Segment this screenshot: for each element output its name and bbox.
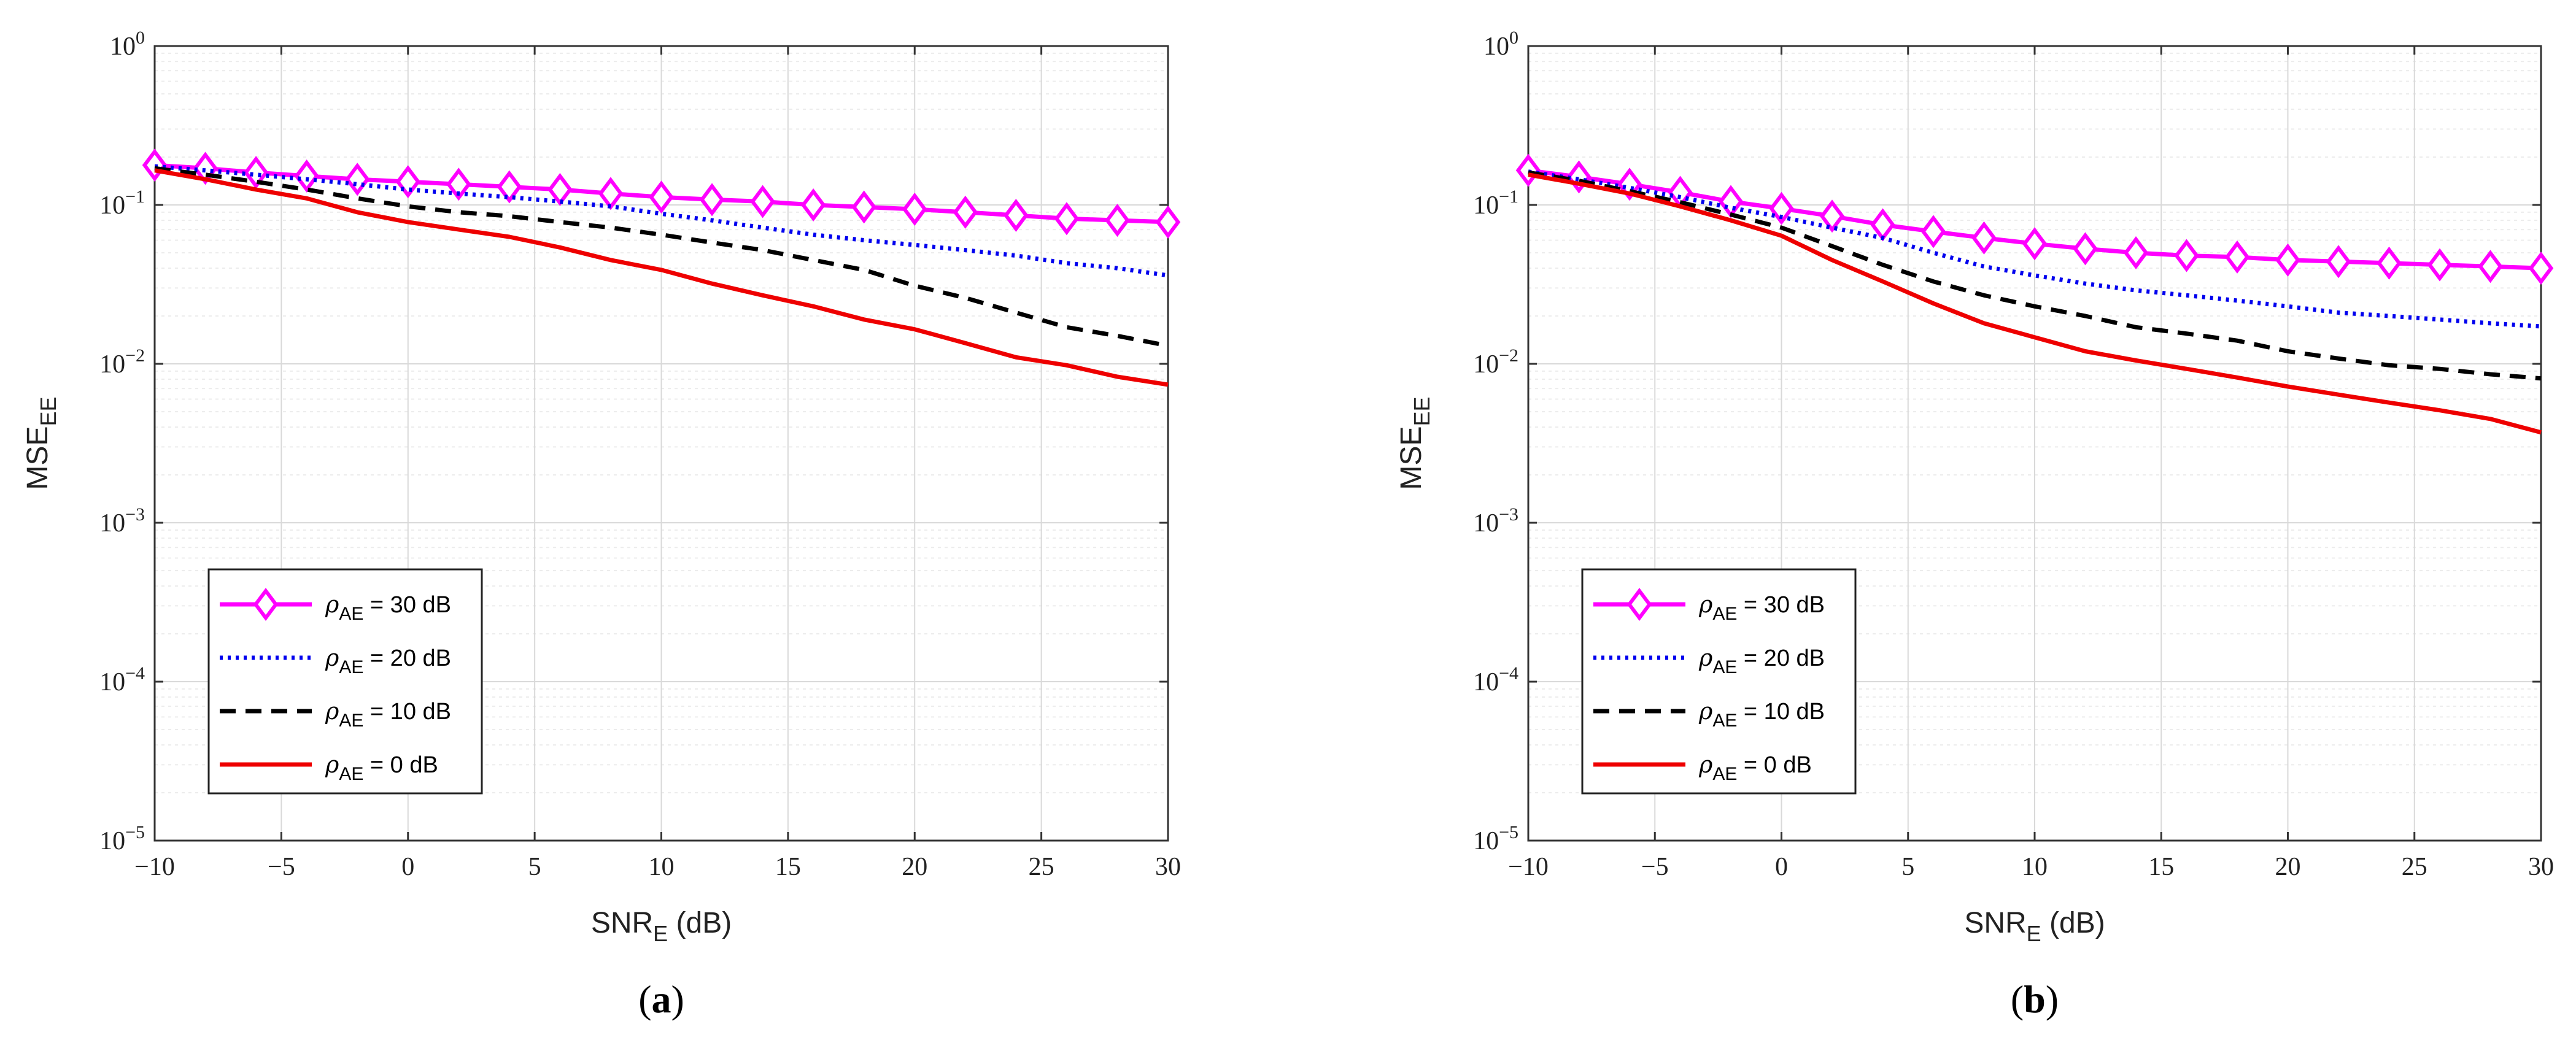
- legend-label-rho10: ρAE = 10 dB: [325, 698, 451, 731]
- data-point-diamond: [902, 192, 927, 226]
- x-tick-label: −10: [1508, 853, 1549, 881]
- data-point-diamond: [2224, 240, 2250, 274]
- panel-caption: (a): [638, 977, 684, 1021]
- y-tick-label: 10−5: [1473, 822, 1518, 855]
- x-tick-label: 20: [902, 853, 927, 881]
- data-point-diamond: [1971, 221, 1997, 255]
- legend-label-rho10: ρAE = 10 dB: [1698, 698, 1825, 731]
- x-tick-label: −5: [268, 853, 295, 881]
- chart-panel-a: −10 −5 0 5 10 15 20 25 30 10−5 10−4 10−3 10−2 10−1 100…: [21, 28, 1181, 1021]
- data-point-diamond: [953, 195, 978, 229]
- y-axis-label: MSEEE: [21, 396, 61, 490]
- x-tick-label: 5: [1901, 853, 1914, 881]
- series-line-rho10: [1528, 170, 2542, 381]
- data-point-diamond: [243, 156, 269, 190]
- legend: ρAE = 30 dB ρAE = 20 dB ρAE = 10 dB ρAE = 0…: [207, 568, 483, 795]
- data-point-diamond: [699, 183, 725, 217]
- x-axis-label: SNRE (dB): [1964, 907, 2105, 946]
- x-tick-label: 15: [2148, 853, 2174, 881]
- y-tick-label: 10−4: [1473, 663, 1518, 696]
- legend-label-rho20: ρAE = 20 dB: [325, 644, 451, 677]
- legend-box: [207, 568, 483, 795]
- data-point-diamond: [446, 168, 471, 201]
- legend-label-rho20: ρAE = 20 dB: [1698, 644, 1825, 677]
- series-rho0: [154, 168, 1169, 387]
- y-tick-label: 10−1: [1473, 187, 1518, 220]
- data-point-diamond: [2123, 236, 2149, 269]
- legend-marker-diamond: [1626, 588, 1652, 621]
- series-line-rho20: [154, 164, 1169, 278]
- series-rho10: [154, 166, 1169, 348]
- x-tick-label: 15: [775, 853, 801, 881]
- y-tick-label: 10−1: [99, 187, 145, 220]
- data-point-diamond: [1105, 204, 1130, 237]
- x-tick-label: 25: [2402, 853, 2427, 881]
- data-point-diamond: [851, 190, 876, 224]
- legend-label-rho0: ρAE = 0 dB: [325, 751, 438, 784]
- data-point-diamond: [2528, 252, 2554, 285]
- x-tick-label: 5: [528, 853, 541, 881]
- data-point-diamond: [1155, 205, 1181, 239]
- series-rho30: [1515, 153, 2554, 285]
- y-tick-label: 100: [1483, 28, 1518, 61]
- x-tick-label: 10: [2022, 853, 2048, 881]
- data-point-diamond: [497, 170, 522, 204]
- x-tick-label: 0: [401, 853, 414, 881]
- series-rho10: [1528, 170, 2542, 381]
- legend: ρAE = 30 dB ρAE = 20 dB ρAE = 10 dB ρAE = 0…: [1581, 568, 1857, 795]
- data-point-diamond: [2478, 250, 2503, 283]
- data-point-diamond: [800, 188, 826, 221]
- legend-label-rho30: ρAE = 30 dB: [1698, 591, 1825, 624]
- data-point-diamond: [649, 180, 674, 214]
- data-point-diamond: [294, 159, 319, 193]
- data-point-diamond: [2427, 248, 2453, 282]
- chart-panel-b: −10 −5 0 5 10 15 20 25 30 10−5 10−4 10−3 10−2 10−1 100…: [1395, 28, 2554, 1021]
- data-point-diamond: [1054, 202, 1080, 236]
- y-tick-label: 10−3: [99, 504, 145, 537]
- y-tick-label: 10−3: [1473, 504, 1518, 537]
- x-tick-label: −10: [134, 853, 175, 881]
- series-rho20: [154, 164, 1169, 278]
- x-tick-label: 25: [1029, 853, 1054, 881]
- legend-label-rho0: ρAE = 0 dB: [1698, 751, 1812, 784]
- x-tick-label: −5: [1641, 853, 1669, 881]
- x-tick-label: 20: [2275, 853, 2301, 881]
- data-point-diamond: [2275, 243, 2300, 277]
- data-point-diamond: [1769, 191, 1794, 225]
- data-point-diamond: [2073, 232, 2098, 266]
- data-point-diamond: [2326, 245, 2351, 279]
- series-line-rho10: [154, 166, 1169, 348]
- x-tick-label: 30: [1155, 853, 1181, 881]
- series-line-rho0: [154, 168, 1169, 387]
- legend-marker-diamond: [253, 588, 279, 621]
- data-point-diamond: [750, 185, 775, 218]
- y-tick-label: 10−2: [1473, 345, 1518, 379]
- y-tick-label: 100: [110, 28, 145, 61]
- data-point-diamond: [1004, 198, 1029, 232]
- series-line-rho0: [1528, 172, 2542, 435]
- data-point-diamond: [1819, 199, 1845, 233]
- x-tick-label: 10: [649, 853, 675, 881]
- y-tick-label: 10−5: [99, 822, 145, 855]
- x-axis-label: SNRE (dB): [591, 907, 732, 946]
- data-point-diamond: [1920, 215, 1946, 248]
- data-point-diamond: [2377, 246, 2402, 280]
- x-tick-label: 0: [1775, 853, 1788, 881]
- series-rho30: [142, 148, 1181, 239]
- panel-caption: (b): [2011, 977, 2059, 1021]
- y-tick-label: 10−4: [99, 663, 145, 696]
- y-axis-label: MSEEE: [1395, 396, 1434, 490]
- data-point-diamond: [2022, 227, 2048, 261]
- legend-label-rho30: ρAE = 30 dB: [325, 591, 451, 624]
- legend-box: [1581, 568, 1857, 795]
- x-tick-label: 30: [2528, 853, 2554, 881]
- series-rho0: [1528, 172, 2542, 435]
- y-tick-label: 10−2: [99, 345, 145, 379]
- data-point-diamond: [2174, 239, 2199, 272]
